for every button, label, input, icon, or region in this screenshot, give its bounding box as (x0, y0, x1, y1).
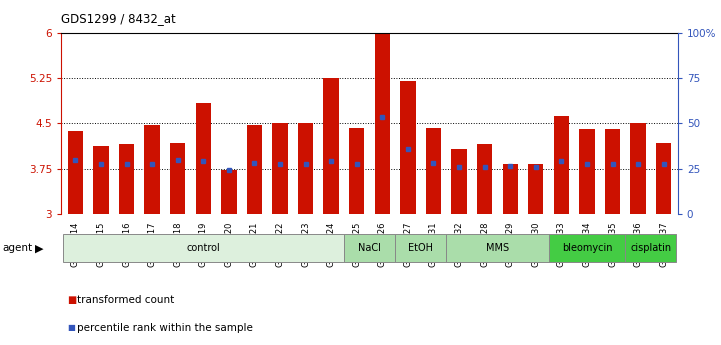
Bar (298, 123, 313, 214)
FancyBboxPatch shape (63, 235, 344, 263)
FancyBboxPatch shape (446, 235, 549, 263)
Bar (170, 143, 185, 214)
Text: GDS1299 / 8432_at: GDS1299 / 8432_at (61, 12, 176, 25)
FancyBboxPatch shape (625, 235, 676, 263)
Bar (656, 143, 671, 214)
Text: bleomycin: bleomycin (562, 244, 612, 253)
FancyBboxPatch shape (344, 235, 395, 263)
Bar (375, 33, 390, 214)
Bar (93, 146, 109, 214)
Text: cisplatin: cisplatin (630, 244, 671, 253)
Text: ■: ■ (67, 295, 76, 305)
Bar (68, 130, 83, 214)
Bar (554, 116, 569, 214)
Bar (324, 78, 339, 214)
Bar (426, 128, 441, 214)
Bar (400, 81, 415, 214)
Bar (630, 123, 646, 214)
Bar (247, 125, 262, 214)
Bar (195, 104, 211, 214)
Bar (144, 125, 160, 214)
Bar (119, 145, 134, 214)
Bar (579, 129, 595, 214)
Bar (451, 149, 466, 214)
Bar (221, 170, 236, 214)
FancyBboxPatch shape (395, 235, 446, 263)
Bar (273, 123, 288, 214)
Text: ■: ■ (67, 323, 75, 332)
Text: NaCl: NaCl (358, 244, 381, 253)
FancyBboxPatch shape (549, 235, 625, 263)
Bar (605, 129, 620, 214)
Text: control: control (186, 244, 220, 253)
Text: ▶: ▶ (35, 244, 43, 253)
Bar (477, 145, 492, 214)
Bar (503, 164, 518, 214)
Bar (528, 165, 544, 214)
Text: agent: agent (2, 244, 32, 253)
Text: transformed count: transformed count (77, 295, 174, 305)
Text: MMS: MMS (486, 244, 509, 253)
Text: percentile rank within the sample: percentile rank within the sample (77, 323, 253, 333)
Text: EtOH: EtOH (408, 244, 433, 253)
Bar (349, 128, 364, 214)
